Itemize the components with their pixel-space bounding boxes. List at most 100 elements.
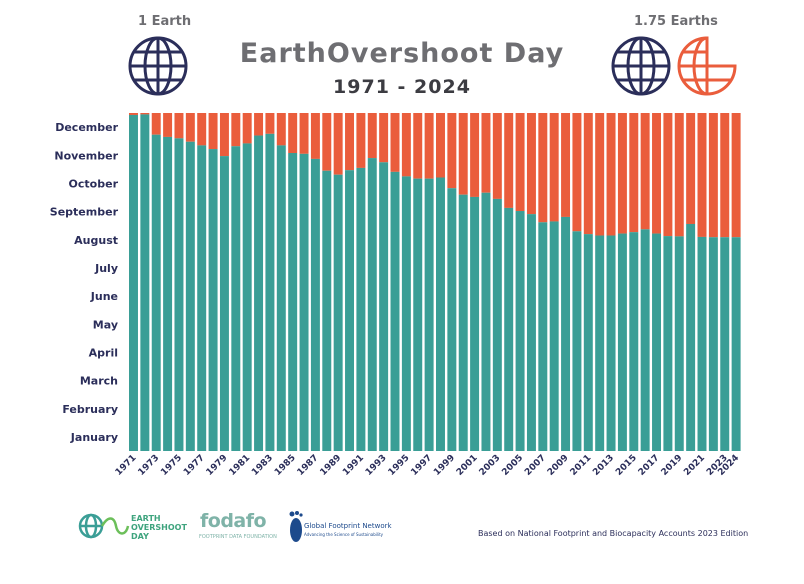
x-axis-label: 1979 xyxy=(205,453,230,478)
x-axis-label: 2003 xyxy=(478,453,503,478)
bar-overshoot-day xyxy=(390,171,400,451)
bar-remainder xyxy=(219,113,229,157)
bar-remainder xyxy=(686,113,696,224)
bar-overshoot-day xyxy=(163,136,173,451)
bar-remainder xyxy=(413,113,423,179)
bar-overshoot-day xyxy=(538,222,548,451)
eod-logo-line1: EARTH xyxy=(131,514,161,523)
bar-remainder xyxy=(367,113,377,159)
bar-overshoot-day xyxy=(663,236,673,451)
x-axis-label: 1981 xyxy=(228,453,253,478)
x-axis-label: 2001 xyxy=(455,453,480,478)
bar-overshoot-day xyxy=(617,233,627,451)
bar-overshoot-day xyxy=(526,214,536,451)
x-axis-label: 2021 xyxy=(682,453,707,478)
bar-overshoot-day xyxy=(197,145,207,451)
fodafo-logo: fodafo xyxy=(200,510,267,532)
bar-overshoot-day xyxy=(208,149,218,452)
bar-overshoot-day xyxy=(401,176,411,452)
x-axis-label: 1995 xyxy=(387,453,412,478)
bar-overshoot-day xyxy=(129,114,138,451)
bar-overshoot-day xyxy=(299,153,309,451)
bar-remainder xyxy=(674,113,684,237)
x-axis-label: 2019 xyxy=(660,453,685,478)
bar-overshoot-day xyxy=(720,237,730,451)
x-axis-label: 1971 xyxy=(114,453,139,478)
bar-remainder xyxy=(572,113,582,232)
y-axis-label: March xyxy=(80,375,118,388)
bar-overshoot-day xyxy=(652,233,662,451)
bar-overshoot-day xyxy=(629,232,639,451)
bar-remainder xyxy=(470,113,480,197)
bar-overshoot-day xyxy=(447,188,457,451)
bar-overshoot-day xyxy=(265,133,275,451)
bar-overshoot-day xyxy=(731,237,741,451)
bar-overshoot-day xyxy=(504,207,514,451)
bar-remainder xyxy=(549,113,559,222)
bar-remainder xyxy=(208,113,218,150)
y-axis-label: July xyxy=(94,262,118,275)
bar-overshoot-day xyxy=(583,234,593,451)
bar-overshoot-day xyxy=(219,156,229,451)
bar-remainder xyxy=(708,113,718,238)
bar-remainder xyxy=(583,113,593,235)
bar-remainder xyxy=(436,113,445,178)
bar-overshoot-day xyxy=(595,235,605,451)
x-axis-label: 1997 xyxy=(409,453,434,478)
bar-remainder xyxy=(663,113,673,237)
bar-remainder xyxy=(356,113,366,168)
y-axis-label: September xyxy=(50,206,119,219)
overshoot-chart: December November October September August Ju… xyxy=(50,113,741,478)
x-axis-label: 1975 xyxy=(159,453,184,478)
bar-remainder xyxy=(265,113,275,134)
x-axis-label: 1977 xyxy=(182,453,207,478)
bar-remainder xyxy=(174,113,184,139)
source-note: Based on National Footprint and Biocapac… xyxy=(478,529,749,538)
x-axis-label: 2015 xyxy=(614,453,639,478)
y-axis-label: October xyxy=(69,177,119,190)
partial-earth-globe-icon xyxy=(677,36,737,96)
bar-remainder xyxy=(231,113,241,147)
bar-remainder xyxy=(390,113,400,172)
bar-remainder xyxy=(504,113,514,208)
bar-overshoot-day xyxy=(254,135,264,451)
bar-remainder xyxy=(288,113,298,153)
x-axis-label: 2011 xyxy=(569,453,594,478)
x-axis-label: 1989 xyxy=(319,453,344,478)
bar-overshoot-day xyxy=(470,196,480,451)
bar-remainder xyxy=(617,113,627,234)
y-axis-label: August xyxy=(74,234,118,247)
bar-overshoot-day xyxy=(640,229,650,451)
x-axis-label: 1991 xyxy=(341,453,366,478)
gfn-logo-subtitle: Advancing the Science of Sustainability xyxy=(304,532,384,537)
bar-remainder xyxy=(720,113,730,238)
x-axis-label: 1987 xyxy=(296,453,321,478)
y-axis-label: December xyxy=(55,121,118,134)
bar-overshoot-day xyxy=(561,216,571,451)
earth-globe-icon xyxy=(128,36,188,96)
bar-remainder xyxy=(697,113,707,237)
bar-overshoot-day xyxy=(674,236,684,451)
bar-overshoot-day xyxy=(515,211,525,451)
x-axis-label: 1973 xyxy=(137,453,162,478)
bar-remainder xyxy=(129,113,138,115)
bar-overshoot-day xyxy=(174,138,184,451)
bar-remainder xyxy=(447,113,457,189)
bar-overshoot-day xyxy=(708,237,718,451)
page-title: EarthOvershoot Day xyxy=(239,38,565,69)
earth-overshoot-day-logo-text: EARTH OVERSHOOT DAY xyxy=(131,514,187,541)
bar-overshoot-day xyxy=(242,143,252,452)
bar-remainder xyxy=(595,113,605,236)
bar-remainder xyxy=(333,113,343,175)
bar-overshoot-day xyxy=(356,167,366,451)
bar-overshoot-day xyxy=(606,235,616,451)
bar-overshoot-day xyxy=(333,174,343,451)
bar-overshoot-day xyxy=(140,114,150,451)
bar-remainder xyxy=(151,113,161,135)
bar-overshoot-day xyxy=(322,170,332,452)
bar-remainder xyxy=(481,113,491,193)
bar-overshoot-day xyxy=(345,170,355,451)
bar-overshoot-day xyxy=(413,178,423,451)
bar-overshoot-day xyxy=(424,178,434,451)
gfn-logo-text: Global Footprint Network xyxy=(304,522,392,530)
